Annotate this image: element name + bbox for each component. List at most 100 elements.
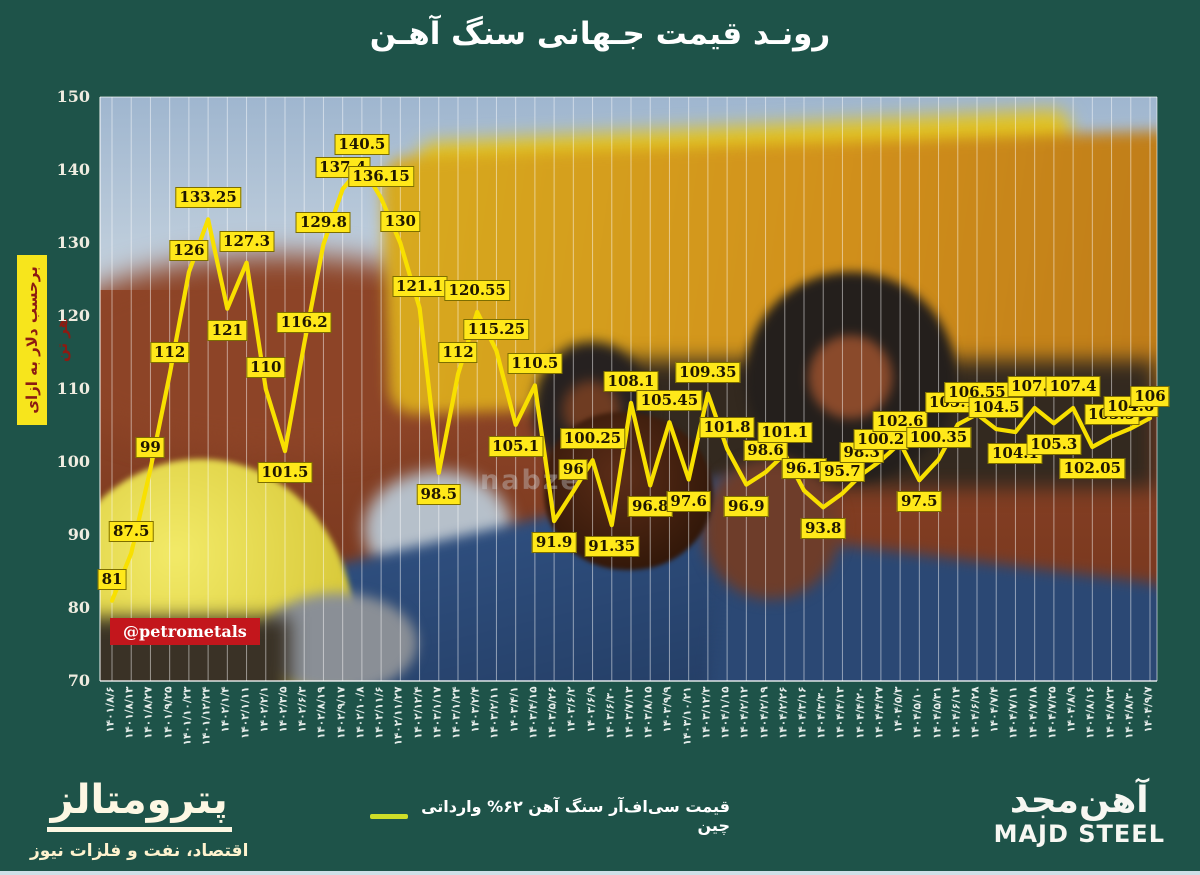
x-tick-label: ۱۴۰۳/۸/۱۵ (642, 686, 655, 740)
data-point-label: 105.1 (488, 435, 544, 457)
majd-steel-logo-en: MAJD STEEL (993, 819, 1165, 848)
majd-steel-logo-fa: آهن‌مجد (1009, 780, 1149, 821)
x-tick-label: ۱۴۰۴/۷/۲۵ (1046, 686, 1059, 740)
x-tick-label: ۱۴۰۳/۶/۹ (585, 686, 598, 733)
y-tick-label: 130 (56, 233, 90, 252)
publisher-logo: پترومتالز اقتصاد، نفت و فلزات نیوز (30, 778, 248, 861)
x-tick-label: ۱۴۰۲/۲/۱ (258, 686, 271, 733)
data-point-label: 126 (169, 240, 209, 262)
x-tick-label: ۱۴۰۴/۸/۳۰ (1123, 686, 1136, 740)
x-tick-label: ۱۴۰۳/۷/۱۳ (623, 686, 636, 740)
x-tick-label: ۱۴۰۴/۷/۱۱ (1007, 686, 1020, 740)
x-tick-label: ۱۴۰۴/۲/۱۲ (738, 686, 751, 740)
petrometals-badge: @petrometals (110, 618, 260, 645)
y-axis-title: برحسب دلار به ازای هر تن (17, 255, 71, 425)
data-point-label: 101.1 (757, 421, 813, 443)
x-tick-label: ۱۴۰۱/۸/۱۳ (123, 686, 136, 740)
y-tick-label: 150 (56, 87, 90, 106)
legend: قیمت سی‌اف‌آر سنگ آهن ۶۲% وارداتی چین (370, 797, 730, 835)
x-tick-label: ۱۴۰۴/۷/۴ (988, 686, 1001, 733)
y-tick-label: 110 (56, 379, 90, 398)
x-tick-label: ۱۴۰۱/۹/۲۵ (162, 686, 175, 740)
data-point-label: 140.5 (334, 134, 390, 156)
publisher-tagline: اقتصاد، نفت و فلزات نیوز (30, 841, 249, 861)
data-point-label: 109.35 (675, 361, 741, 383)
data-point-label: 120.55 (444, 279, 510, 301)
y-tick-label: 90 (67, 525, 90, 544)
data-point-label: 96.9 (724, 495, 769, 517)
y-tick-label: 70 (67, 671, 90, 690)
x-tick-label: ۱۴۰۳/۴/۱ (508, 686, 521, 733)
data-point-label: 129.8 (295, 212, 351, 234)
x-tick-label: ۱۴۰۴/۲/۲۶ (777, 686, 790, 740)
data-point-label: 102.05 (1059, 458, 1126, 480)
x-tick-label: ۱۴۰۱/۸/۲۷ (142, 686, 155, 740)
y-tick-label: 100 (56, 452, 90, 471)
x-tick-label: ۱۴۰۴/۸/۱۶ (1084, 686, 1097, 740)
data-point-label: 112 (438, 342, 478, 364)
data-point-label: 100.25 (559, 428, 626, 450)
data-point-label: 91.9 (531, 532, 577, 554)
x-tick-label: ۱۴۰۲/۱۱/۲۷ (392, 686, 405, 746)
data-point-label: 106 (1130, 386, 1170, 408)
x-tick-label: ۱۴۰۳/۶/۲ (565, 686, 578, 733)
x-tick-label: ۱۴۰۴/۴/۱۳ (834, 686, 847, 740)
data-point-label: 87.5 (108, 521, 154, 543)
x-tick-label: ۱۴۰۲/۳/۵ (277, 686, 290, 733)
data-point-label: 91.35 (584, 536, 640, 558)
data-point-label: 99 (136, 437, 165, 459)
legend-series-label: قیمت سی‌اف‌آر سنگ آهن ۶۲% وارداتی چین (421, 797, 730, 835)
data-point-label: 105.3 (1026, 434, 1082, 456)
x-tick-label: ۱۴۰۱/۸/۶ (104, 686, 117, 733)
x-tick-label: ۱۴۰۱/۱۲/۲۴ (200, 686, 213, 746)
page-title: رونـد قیمت جـهانی سنگ آهـن (369, 16, 831, 52)
x-tick-label: ۱۴۰۲/۶/۳ (296, 686, 309, 733)
data-point-label: 93.8 (800, 518, 846, 540)
x-tick-label: ۱۴۰۳/۱۲/۳ (700, 686, 713, 740)
x-tick-label: ۱۴۰۴/۱/۱۵ (719, 686, 732, 740)
data-point-label: 104.5 (968, 397, 1024, 419)
x-tick-label: ۱۴۰۳/۵/۲۶ (546, 686, 559, 740)
data-point-label: 81 (97, 568, 127, 590)
x-tick-label: ۱۴۰۴/۸/۲۳ (1104, 686, 1117, 740)
x-tick-label: ۱۴۰۲/۸/۱۹ (315, 686, 328, 740)
x-tick-label: ۱۴۰۴/۵/۳ (892, 686, 905, 733)
data-point-label: 130 (380, 211, 420, 232)
data-point-label: 108.1 (603, 370, 659, 392)
x-tick-label: ۱۴۰۳/۹/۹ (661, 686, 674, 733)
data-point-label: 136.15 (348, 166, 414, 188)
y-tick-label: 140 (56, 160, 90, 179)
majd-steel-logo: آهن‌مجد MAJD STEEL (994, 782, 1165, 848)
data-point-label: 98.5 (416, 483, 462, 505)
data-point-label: 96 (558, 459, 588, 481)
x-tick-label: ۱۴۰۴/۴/۲۰ (854, 686, 867, 740)
data-point-label: 100.35 (905, 427, 972, 449)
data-point-label: 127.3 (219, 230, 275, 252)
x-tick-label: ۱۴۰۴/۶/۱۴ (950, 686, 963, 740)
data-point-label: 115.25 (463, 318, 530, 340)
x-tick-label: ۱۴۰۲/۹/۱۷ (335, 686, 348, 740)
x-tick-label: ۱۴۰۴/۹/۷ (1142, 686, 1155, 733)
x-tick-label: ۱۴۰۳/۴/۱۵ (527, 686, 540, 740)
data-point-label: 101.8 (699, 416, 755, 438)
y-tick-label: 120 (56, 306, 90, 325)
x-tick-label: ۱۴۰۳/۲/۱۱ (488, 686, 501, 740)
legend-line-swatch-icon (370, 813, 408, 819)
data-point-label: 133.25 (175, 187, 241, 209)
x-tick-label: ۱۴۰۴/۵/۱۰ (911, 686, 924, 740)
x-tick-label: ۱۴۰۲/۱۱/۶ (373, 686, 386, 740)
x-tick-label: ۱۴۰۲/۱/۴ (219, 686, 232, 733)
data-point-label: 97.5 (897, 491, 942, 513)
data-point-label: 121 (207, 319, 247, 341)
x-tick-label: ۱۴۰۳/۶/۳۰ (604, 686, 617, 740)
data-point-label: 121.1 (392, 275, 448, 297)
data-point-label: 101.5 (257, 462, 313, 484)
x-tick-label: ۱۴۰۲/۱۰/۸ (354, 686, 367, 740)
x-tick-label: ۱۴۰۴/۶/۲۸ (969, 686, 982, 740)
bottom-edge-strip (0, 871, 1200, 875)
x-tick-label: ۱۴۰۳/۱/۲۴ (450, 686, 463, 740)
data-point-label: 116.2 (276, 311, 332, 333)
x-tick-label: ۱۴۰۲/۱۲/۴ (412, 686, 425, 740)
x-tick-label: ۱۴۰۴/۲/۱۹ (758, 686, 771, 740)
